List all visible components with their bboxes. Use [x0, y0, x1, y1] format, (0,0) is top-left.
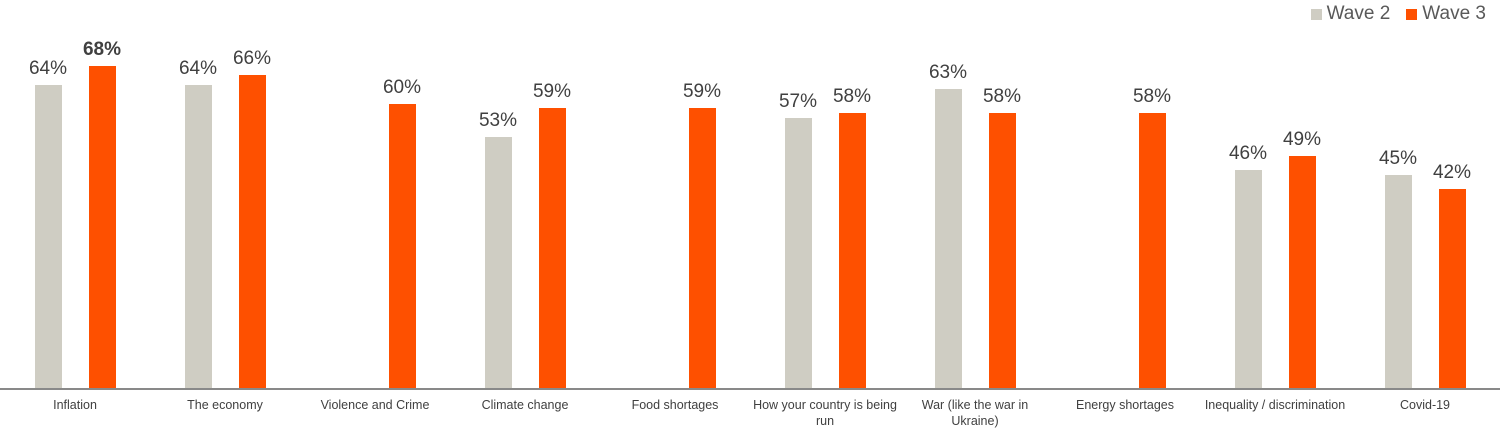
category-label: Food shortages: [631, 398, 719, 412]
bar-slot: 59%: [533, 81, 571, 388]
bar-value-label: 46%: [1228, 143, 1268, 165]
bar-slot: 63%: [929, 62, 967, 388]
category-group: 64% 68%: [0, 0, 150, 388]
bar-slot: 60%: [383, 77, 421, 388]
bar-value-label: 60%: [382, 77, 422, 99]
bar-value-label: 58%: [1132, 86, 1172, 108]
bar-wave-2: 45%: [1379, 148, 1417, 388]
category-label: Climate change: [481, 398, 569, 412]
bar-slot: 46%: [1229, 143, 1267, 388]
legend-swatch-wave-3: [1406, 8, 1418, 20]
bar-wave-3: 58%: [983, 86, 1021, 388]
legend-label-wave-3: Wave 3: [1422, 3, 1486, 24]
category-label: Inflation: [53, 398, 97, 412]
category-group: 64% 66%: [150, 0, 300, 388]
category-group: 57% 58%: [750, 0, 900, 388]
bar-slot: 42%: [1433, 162, 1471, 388]
bar-wave-3: 59%: [533, 81, 571, 388]
bar-value-label: 57%: [778, 91, 818, 113]
bar-value-label: 64%: [28, 58, 68, 80]
bar-wave-3: 60%: [383, 77, 421, 388]
category-group: 60%: [300, 0, 450, 388]
bar-value-label: 53%: [478, 110, 518, 132]
bar-value-label: 45%: [1378, 148, 1418, 170]
bar-slot: 64%: [29, 58, 67, 388]
bar-value-label: 42%: [1432, 162, 1472, 184]
bar-value-label: 59%: [532, 81, 572, 103]
bar-value-label: 58%: [982, 86, 1022, 108]
bar-value-label: 58%: [832, 86, 872, 108]
bar-wave-2: 46%: [1229, 143, 1267, 388]
category-group: 46% 49%: [1200, 0, 1350, 388]
bar-wave-3: 59%: [683, 81, 721, 388]
category-group: 53% 59%: [450, 0, 600, 388]
bar-slot: 58%: [983, 86, 1021, 388]
category-labels-row: Inflation The economy Violence and Crime Cl…: [0, 398, 1500, 429]
legend-item-wave-2: Wave 2: [1310, 3, 1391, 25]
bar-value-label: 68%: [82, 39, 122, 61]
bar-value-label: 49%: [1282, 129, 1322, 151]
category-group: 45% 42%: [1350, 0, 1500, 388]
category-label: Violence and Crime: [320, 398, 430, 412]
bar-value-label: 63%: [928, 62, 968, 84]
bar-slot: 45%: [1379, 148, 1417, 388]
bar-slot: 57%: [779, 91, 817, 388]
plot-area: 64% 68% 64% 66% 60% 53% 59% 59% 57% 58% 63% 58% 58% 4…: [0, 0, 1500, 388]
category-group: 58%: [1050, 0, 1200, 388]
bar-slot: 49%: [1283, 129, 1321, 388]
bar-wave-3: 49%: [1283, 129, 1321, 388]
category-label: Covid-19: [1399, 398, 1451, 412]
category-label: How your country is being run: [753, 398, 897, 428]
category-label: The economy: [187, 398, 263, 412]
bar-slot: 64%: [179, 58, 217, 388]
legend-swatch-wave-2: [1310, 8, 1322, 20]
category-group: 63% 58%: [900, 0, 1050, 388]
bar-wave-3: 66%: [233, 48, 271, 388]
x-axis-line: [0, 388, 1500, 390]
category-label: Inequality / discrimination: [1204, 398, 1346, 412]
bar-wave-2: 63%: [929, 62, 967, 388]
bar-slot: 68%: [83, 39, 121, 388]
bar-slot: 58%: [833, 86, 871, 388]
bar-wave-3: 42%: [1433, 162, 1471, 388]
bar-wave-2: 64%: [29, 58, 67, 388]
category-group: 59%: [600, 0, 750, 388]
bar-wave-3: 58%: [1133, 86, 1171, 388]
category-label: War (like the war in Ukraine): [921, 398, 1029, 428]
bar-slot: 59%: [683, 81, 721, 388]
legend-item-wave-3: Wave 3: [1406, 3, 1486, 25]
bar-value-label: 64%: [178, 58, 218, 80]
legend-label-wave-2: Wave 2: [1326, 3, 1391, 24]
bar-slot: 53%: [479, 110, 517, 388]
bar-slot: 58%: [1133, 86, 1171, 388]
bar-wave-2: 64%: [179, 58, 217, 388]
legend: Wave 2 Wave 3: [1310, 3, 1486, 25]
bar-wave-2: 57%: [779, 91, 817, 388]
bar-value-label: 66%: [232, 48, 272, 70]
bar-wave-3: 68%: [83, 39, 121, 388]
category-label: Energy shortages: [1076, 398, 1174, 412]
bar-wave-2: 53%: [479, 110, 517, 388]
bar-slot: 66%: [233, 48, 271, 388]
bar-value-label: 59%: [682, 81, 722, 103]
bar-wave-3: 58%: [833, 86, 871, 388]
